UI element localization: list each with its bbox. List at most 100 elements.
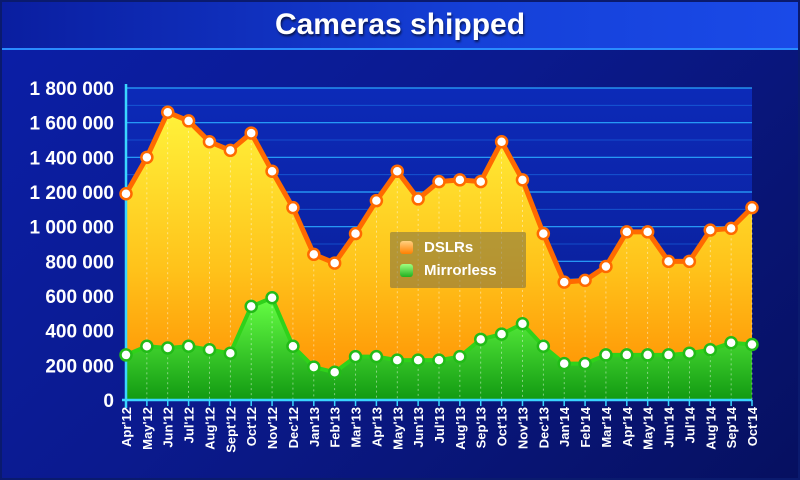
x-tick-label: Sep'14 <box>724 406 739 448</box>
x-tick-label: Oct'12 <box>244 407 259 446</box>
legend: DSLRs Mirrorless <box>390 232 526 288</box>
mirrorless-point <box>411 353 425 367</box>
x-tick-label: Feb'14 <box>578 406 593 447</box>
mirrorless-point <box>453 349 467 364</box>
x-tick-label: May'12 <box>140 407 155 450</box>
mirrorless-point <box>202 342 217 357</box>
dslr-point <box>181 114 196 128</box>
mirrorless-point <box>119 348 133 362</box>
dslr-point <box>265 164 279 178</box>
dslr-point <box>473 174 488 189</box>
dslr-point <box>348 226 363 241</box>
x-tick-label: Apr'13 <box>369 407 384 447</box>
mirrorless-point <box>620 348 634 362</box>
mirrorless-point <box>140 339 154 354</box>
x-tick-label: May'14 <box>641 406 656 450</box>
y-tick-label: 1 000 000 <box>29 218 114 239</box>
y-tick-label: 0 <box>103 391 114 412</box>
mirrorless-point <box>661 348 676 362</box>
dslr-point <box>724 221 738 236</box>
dslr-point <box>745 200 759 215</box>
dslr-point <box>307 247 321 262</box>
legend-swatch-mirrorless <box>400 264 413 277</box>
legend-label-dslr: DSLRs <box>424 239 474 256</box>
x-tick-label: Aug'14 <box>703 406 718 450</box>
mirrorless-point <box>432 353 446 367</box>
dslr-point <box>223 143 238 158</box>
mirrorless-point <box>682 346 697 360</box>
x-tick-label: May'13 <box>390 407 405 450</box>
x-tick-label: Jun'14 <box>662 406 677 447</box>
x-tick-label: Oct'14 <box>745 406 760 446</box>
y-tick-label: 200 000 <box>45 356 114 377</box>
dslr-point <box>515 173 530 187</box>
dslr-point <box>453 173 467 187</box>
x-tick-label: Feb'13 <box>328 407 343 448</box>
mirrorless-point <box>390 353 405 367</box>
dslr-point <box>703 223 718 237</box>
x-tick-label: Dec'13 <box>536 407 551 448</box>
x-tick-label: Apr'12 <box>119 407 134 447</box>
dslr-point <box>286 200 300 215</box>
dslr-point <box>620 225 634 239</box>
y-tick-label: 1 600 000 <box>29 114 114 135</box>
mirrorless-point <box>265 290 279 305</box>
dslr-point <box>682 254 697 269</box>
title-bar <box>2 2 798 50</box>
x-tick-label: Aug'12 <box>202 407 217 450</box>
mirrorless-point <box>494 327 509 341</box>
mirrorless-point <box>181 339 196 354</box>
dslr-point <box>432 174 446 189</box>
mirrorless-point <box>223 346 238 360</box>
x-tick-label: Nov'12 <box>265 407 280 449</box>
mirrorless-point <box>473 332 488 347</box>
dslr-point <box>119 186 133 201</box>
x-tick-label: Jan'14 <box>557 406 572 447</box>
dslr-point <box>369 193 384 208</box>
dslr-point <box>160 105 175 120</box>
mirrorless-point <box>369 349 384 364</box>
x-tick-label: Dec'12 <box>286 407 301 448</box>
dslr-point <box>494 134 509 149</box>
x-tick-label: Aug'13 <box>453 407 468 450</box>
x-tick-label: Jul'14 <box>682 406 697 443</box>
mirrorless-point <box>745 337 759 352</box>
dslr-point <box>411 192 425 206</box>
dslr-point <box>390 164 405 178</box>
mirrorless-point <box>307 360 321 374</box>
dslr-point <box>202 134 217 149</box>
x-tick-label: Jun'12 <box>161 407 176 448</box>
dslr-point <box>327 256 342 270</box>
mirrorless-point <box>557 356 571 371</box>
y-tick-label: 800 000 <box>45 252 114 273</box>
x-tick-label: Sept'12 <box>223 407 238 453</box>
mirrorless-point <box>578 356 592 371</box>
x-tick-label: Nov'13 <box>515 407 530 449</box>
x-tick-label: Jan'13 <box>307 407 322 447</box>
dslr-point <box>578 273 592 288</box>
mirrorless-point <box>160 341 175 355</box>
chart-title: Cameras shipped <box>274 8 526 41</box>
x-tick-label: Sep'13 <box>474 407 489 448</box>
mirrorless-point <box>724 336 738 350</box>
x-tick-label: Jun'13 <box>411 407 426 448</box>
y-tick-label: 400 000 <box>45 322 114 343</box>
mirrorless-point <box>599 348 613 362</box>
mirrorless-point <box>348 349 363 364</box>
mirrorless-point <box>515 316 530 331</box>
x-tick-label: Mar'13 <box>349 407 364 448</box>
dslr-point <box>244 126 258 140</box>
mirrorless-point <box>286 339 300 354</box>
y-tick-label: 1 400 000 <box>29 148 114 169</box>
x-tick-label: Jul'13 <box>432 407 447 443</box>
mirrorless-point <box>244 299 258 314</box>
x-tick-label: Jul'12 <box>182 407 197 443</box>
dslr-point <box>140 150 154 165</box>
y-tick-label: 1 200 000 <box>29 183 114 204</box>
y-tick-label: 1 800 000 <box>29 79 114 100</box>
legend-swatch-dslr <box>400 241 413 254</box>
dslr-point <box>661 254 676 269</box>
mirrorless-point <box>327 365 342 380</box>
dslr-point <box>557 275 571 289</box>
mirrorless-point <box>703 342 718 357</box>
